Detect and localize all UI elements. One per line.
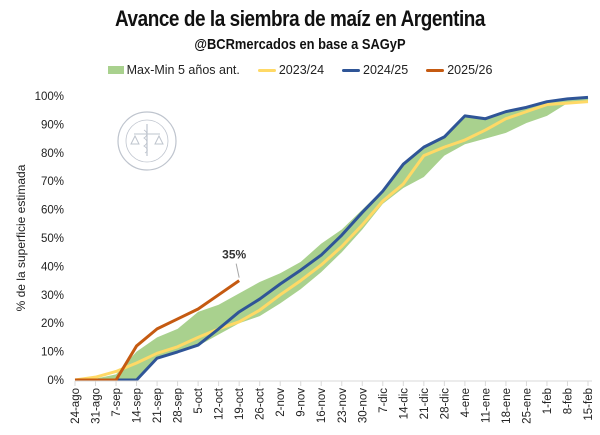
legend: Max-Min 5 años ant. 2023/24 2024/25 2025…	[0, 63, 600, 77]
y-tick-label: 0%	[47, 375, 64, 387]
legend-item-2023-24: 2023/24	[257, 63, 325, 77]
y-tick-label: 30%	[41, 290, 64, 302]
annotations: 35%	[222, 248, 246, 278]
legend-label-band: Max-Min 5 años ant.	[126, 63, 240, 77]
y-axis-title: % de la superficie estimada	[14, 164, 28, 311]
y-axis-ticks: 0% 10% 20% 30% 40% 50% 60% 70% 80% 90% 100%	[35, 91, 64, 387]
x-tick-label: 2-nov	[275, 388, 287, 417]
x-tick-label: 28-dic	[439, 388, 451, 420]
chart-title: Avance de la siembra de maíz en Argentin…	[114, 6, 486, 31]
y-tick-label: 70%	[41, 176, 64, 188]
x-tick-label: 16-nov	[316, 388, 328, 423]
x-tick-label: 19-oct	[234, 387, 246, 420]
legend-item-2025-26: 2025/26	[426, 63, 492, 77]
x-tick-label: 15-feb	[583, 388, 595, 421]
legend-item-band: Max-Min 5 años ant.	[107, 63, 240, 77]
annotation-label: 35%	[222, 248, 246, 262]
y-tick-label: 40%	[41, 261, 64, 273]
x-tick-label: 8-feb	[562, 388, 574, 414]
series-line-2023-24	[74, 100, 589, 382]
x-axis	[74, 380, 592, 386]
y-tick-label: 20%	[41, 318, 64, 330]
legend-label-2023-24: 2023/24	[278, 63, 325, 77]
band-group	[75, 98, 588, 380]
x-tick-label: 21-sep	[152, 388, 164, 423]
x-tick-label: 14-dic	[398, 388, 410, 420]
legend-swatch-2023-24	[257, 68, 276, 72]
x-tick-label: 1-feb	[542, 388, 554, 414]
x-tick-label: 5-oct	[193, 387, 205, 413]
legend-swatch-2024-25	[342, 68, 361, 72]
x-tick-label: 31-ago	[91, 388, 103, 424]
x-tick-label: 9-nov	[296, 388, 308, 417]
chart-subtitle: @BCRmercados en base a SAGyP	[194, 36, 406, 53]
x-tick-label: 18-ene	[501, 388, 513, 424]
series-group	[74, 95, 589, 382]
legend-label-2024-25: 2024/25	[363, 63, 409, 77]
y-tick-label: 90%	[41, 119, 64, 131]
y-tick-label: 10%	[41, 347, 64, 359]
x-tick-label: 11-ene	[480, 388, 492, 423]
x-tick-label: 24-ago	[70, 388, 82, 424]
x-tick-label: 7-dic	[378, 388, 390, 413]
legend-swatch-2025-26	[426, 68, 445, 72]
x-tick-label: 12-oct	[214, 387, 226, 420]
x-axis-labels: 24-ago 31-ago 7-sep 14-sep 21-sep 28-sep 5-oct…	[70, 387, 595, 424]
y-tick-label: 80%	[41, 148, 64, 160]
x-tick-label: 28-sep	[173, 388, 185, 423]
x-tick-label: 23-nov	[337, 388, 349, 423]
series-line-2024-25	[75, 95, 589, 382]
x-tick-label: 25-ene	[521, 388, 533, 424]
x-tick-label: 14-sep	[132, 388, 144, 423]
x-tick-label: 30-nov	[357, 388, 369, 423]
legend-item-2024-25: 2024/25	[342, 63, 408, 77]
watermark-logo	[117, 111, 177, 171]
x-tick-label: 21-dic	[419, 388, 431, 420]
annotation-leader	[235, 263, 240, 278]
legend-label-2025-26: 2025/26	[447, 63, 493, 77]
y-tick-label: 50%	[41, 233, 64, 245]
x-tick-label: 4-ene	[460, 388, 472, 417]
y-tick-label: 100%	[35, 91, 64, 103]
x-tick-label: 7-sep	[111, 388, 123, 417]
y-tick-label: 60%	[41, 205, 64, 217]
band-area	[75, 98, 588, 380]
x-tick-label: 26-oct	[255, 387, 267, 420]
legend-swatch-band	[107, 66, 124, 74]
